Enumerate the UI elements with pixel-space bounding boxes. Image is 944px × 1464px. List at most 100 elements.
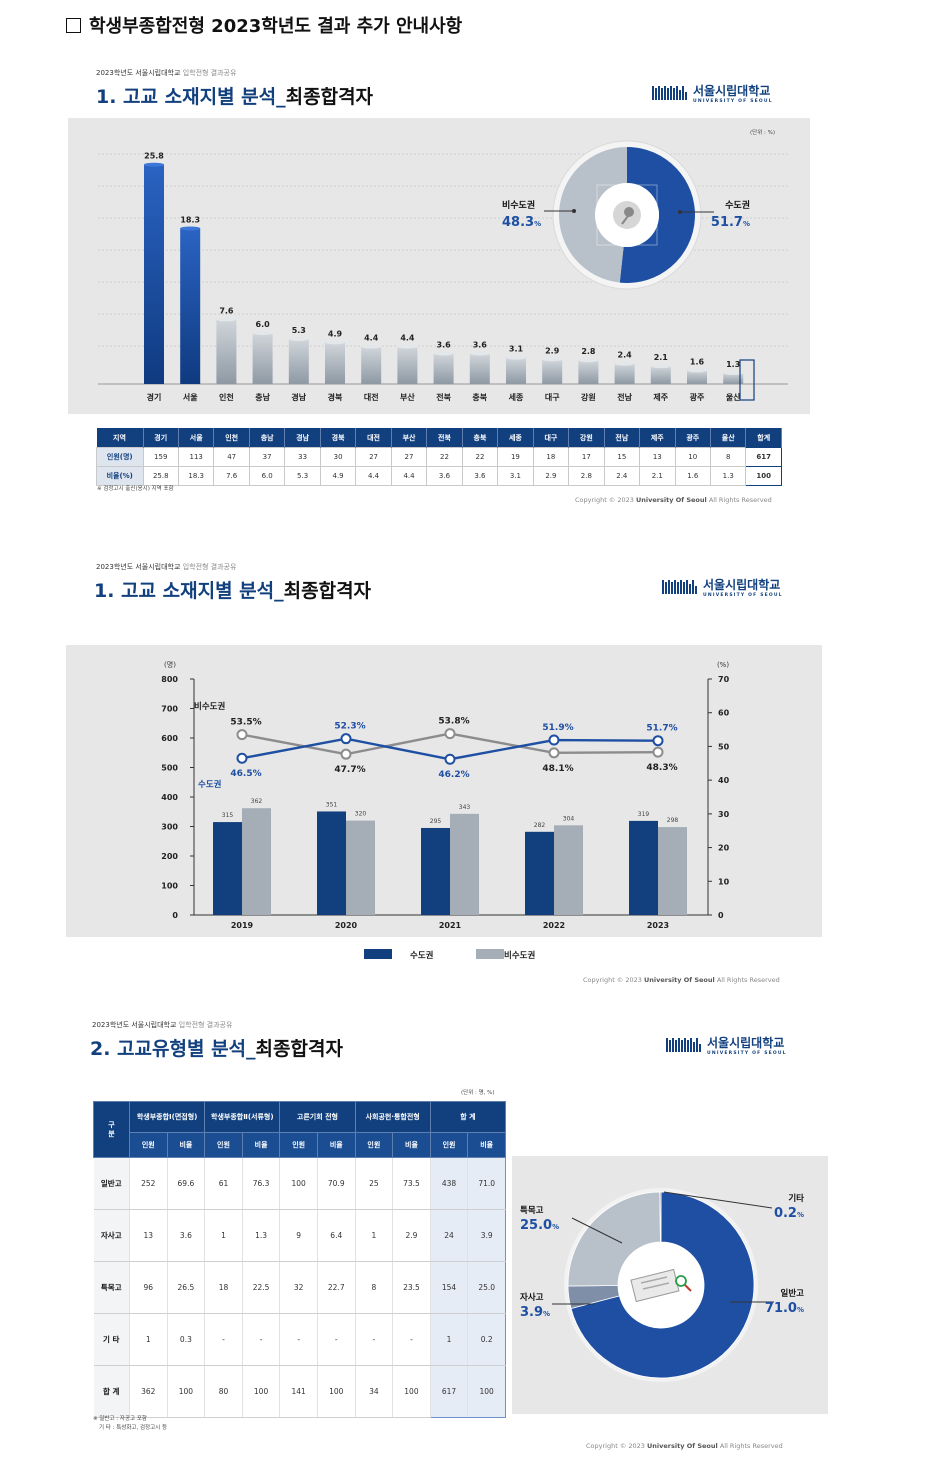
yearly-bar <box>213 822 242 915</box>
region-bar-cap <box>469 351 490 356</box>
pie-label: 기타 <box>788 1193 804 1204</box>
logo-bars-icon <box>662 580 697 594</box>
region-table-header: 합계 <box>745 428 782 448</box>
table-cell: 3.9 <box>467 1209 506 1262</box>
table-cell: 141 <box>279 1365 318 1418</box>
region-bar-cap <box>288 336 309 341</box>
trend-point-label: 48.3% <box>646 763 677 773</box>
slide1-title: 1. 고교 소재지별 분석_최종합격자 <box>96 82 373 109</box>
table-cell: 25.8 <box>142 466 179 486</box>
table-cell: 3.6 <box>426 466 463 486</box>
table-cell: 32 <box>279 1261 318 1314</box>
pie-leader-line <box>663 1191 773 1209</box>
yearly-bar <box>525 831 554 915</box>
region-category-label: 인천 <box>219 392 234 402</box>
table-cell: 71.0 <box>467 1157 506 1210</box>
table-row: 인원(명) 159 113 47 37 33 30 27 27 22 22 19 18 17 15 13 10 8… <box>96 447 782 467</box>
yearly-bar <box>346 820 375 915</box>
table-cell: 13 <box>129 1209 168 1262</box>
slide3-title: 2. 고교유형별 분석_최종합격자 <box>90 1038 343 1060</box>
y-right-tick-label: 70 <box>718 675 730 684</box>
pie-leader-line <box>571 1217 623 1244</box>
document-line-icon <box>640 1276 668 1284</box>
table-cell: 7.6 <box>213 466 250 486</box>
region-value-label: 1.6 <box>690 357 705 366</box>
region-bar <box>325 342 345 384</box>
table-cell: - <box>392 1313 431 1366</box>
slide3-unit: (단위 : 명, %) <box>461 1090 495 1096</box>
region-value-label: 1.3 <box>726 360 740 369</box>
region-table-header: 경기 <box>143 428 179 448</box>
table-cell: 22 <box>461 447 499 467</box>
y-left-tick-label: 700 <box>161 705 178 714</box>
y-left-unit: (명) <box>164 660 176 669</box>
region-table-header: 부산 <box>391 428 428 448</box>
trend-point <box>340 733 352 745</box>
x-tick-label: 2019 <box>231 921 254 930</box>
table-cell: 113 <box>177 447 215 467</box>
region-bar-cap <box>433 351 454 356</box>
legend-label: 비수도권 <box>504 950 535 961</box>
school-type-pie-chart: 일반고 71.0% 자사고 3.9% 특목고 25.0% 기타 0.2% <box>512 1156 828 1414</box>
region-bar-cap <box>144 162 164 167</box>
table-cell: 252 <box>129 1157 168 1210</box>
table-cell: 1.3 <box>709 466 747 486</box>
table-cell: 617 <box>429 1365 469 1418</box>
region-bar-chart: 25.8 경기 18.3 서울 7.6 인천 6.0 충남 5.3 경남 4.9 경북 4.4 대전 4.4… <box>68 118 810 414</box>
yearly-bar <box>554 825 583 915</box>
region-bar-cap <box>180 226 201 231</box>
table-cell: 9 <box>279 1209 318 1262</box>
table-cell: 61 <box>204 1157 243 1210</box>
region-value-label: 2.9 <box>545 346 560 355</box>
region-table-header: 서울 <box>178 428 215 448</box>
table-cell: 0.2 <box>467 1313 506 1366</box>
y-left-tick-label: 500 <box>161 764 178 773</box>
region-bar <box>361 346 382 384</box>
legend-swatch <box>364 949 392 959</box>
region-category-label: 세종 <box>509 392 524 402</box>
region-value-label: 4.4 <box>364 334 379 343</box>
yearly-combo-chart: (명) (%) 0 100 200 300 400 500 600 700 800 0 10 20 30 40… <box>66 645 822 937</box>
table-cell: 617 <box>745 447 782 467</box>
kicker-main: 2023학년도 서울시립대학교 <box>96 69 181 77</box>
region-value-label: 6.0 <box>256 320 271 329</box>
page-heading: 학생부종합전형 2023학년도 결과 추가 안내사항 <box>66 12 462 38</box>
y-right-tick-label: 20 <box>718 844 730 853</box>
region-bar-cap <box>650 364 671 369</box>
region-category-label: 경남 <box>291 392 306 402</box>
pie-label: 일반고 <box>781 1288 805 1299</box>
row-label: 기 타 <box>93 1313 130 1366</box>
region-bar <box>144 164 164 384</box>
table-cell: 2.1 <box>639 466 676 486</box>
x-tick-label: 2023 <box>647 921 669 930</box>
table-cell: 100 <box>392 1365 431 1418</box>
table-cell: 3.6 <box>461 466 499 486</box>
document-line-icon <box>642 1282 670 1290</box>
region-bar-cap <box>723 370 744 375</box>
table-cell: 100 <box>242 1365 281 1418</box>
table-cell: 27 <box>355 447 392 467</box>
y-left-tick-label: 100 <box>161 882 178 891</box>
region-category-label: 대전 <box>364 392 379 402</box>
region-value-label: 3.1 <box>509 345 524 354</box>
type-table-group-header: 학생부종합Ⅱ(서류형) <box>204 1101 281 1133</box>
type-table-sub-header: 인원 <box>129 1132 168 1158</box>
x-tick-label: 2020 <box>335 921 358 930</box>
region-category-label: 전북 <box>436 392 451 402</box>
table-cell: 33 <box>284 447 321 467</box>
table-cell: 22.7 <box>317 1261 356 1314</box>
region-value-label: 4.4 <box>400 334 415 343</box>
y-left-tick-label: 0 <box>172 911 178 920</box>
y-right-tick-label: 30 <box>718 810 730 819</box>
region-bar <box>180 228 201 384</box>
table-cell: 100 <box>745 466 782 486</box>
type-table-sub-header: 인원 <box>204 1132 243 1158</box>
legend-label: 수도권 <box>410 950 434 961</box>
trend-point-label: 46.5% <box>230 769 261 779</box>
type-table-group-header: 사회공헌·통합전형 <box>354 1101 431 1133</box>
region-bar <box>542 359 563 384</box>
slide2-kicker: 2023학년도 서울시립대학교 입학전형 결과공유 <box>96 563 237 571</box>
table-cell: 100 <box>467 1365 506 1418</box>
yearly-bar <box>450 813 479 915</box>
row-label: 자사고 <box>93 1209 130 1262</box>
